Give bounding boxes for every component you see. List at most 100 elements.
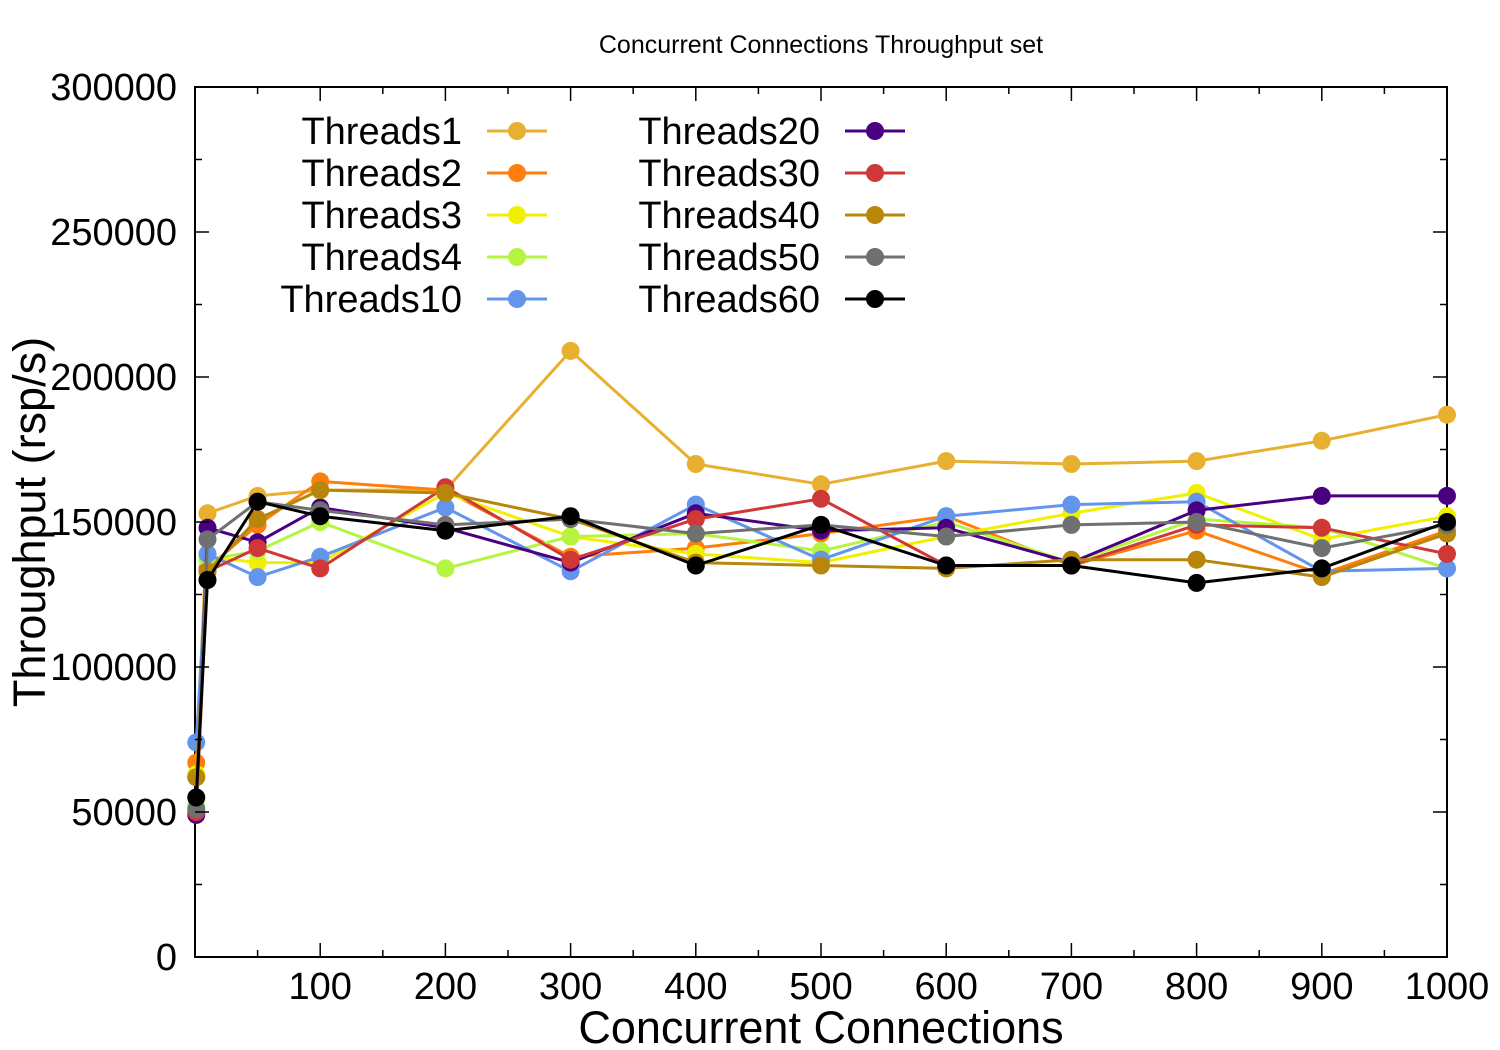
data-point-threads4 <box>561 527 580 546</box>
data-point-threads20 <box>1438 486 1456 505</box>
y-tick-label: 300000 <box>50 67 177 109</box>
series-threads60 <box>187 492 1456 807</box>
data-point-threads60 <box>311 507 330 526</box>
legend-swatch-marker <box>866 164 884 182</box>
x-tick-label: 500 <box>789 966 852 1008</box>
data-point-threads1 <box>812 475 830 494</box>
plot-area <box>187 86 1456 958</box>
legend-swatch-marker <box>508 248 526 266</box>
data-point-threads60 <box>937 556 956 575</box>
x-axis: 100 200 300 400 500 600 700 800 900 1000 <box>256 87 1490 1008</box>
x-tick-label: 300 <box>539 966 602 1008</box>
legend-label: Threads40 <box>638 195 820 237</box>
legend-label: Threads2 <box>301 153 462 195</box>
data-point-threads1 <box>561 341 580 360</box>
data-point-threads1 <box>937 452 956 471</box>
data-point-threads60 <box>1187 573 1206 592</box>
x-tick-label: 700 <box>1040 966 1103 1008</box>
data-point-threads1 <box>1312 431 1331 450</box>
legend-item-threads50: Threads50 <box>638 237 905 279</box>
data-point-threads60 <box>436 521 455 540</box>
legend-label: Threads10 <box>280 279 462 321</box>
data-point-threads10 <box>248 568 267 587</box>
x-tick-label: 1000 <box>1405 966 1490 1008</box>
data-point-threads40 <box>248 510 267 529</box>
data-point-threads30 <box>1438 544 1456 563</box>
data-point-threads30 <box>311 559 330 578</box>
legend-label: Threads3 <box>301 195 462 237</box>
data-point-threads60 <box>686 556 705 575</box>
legend-label: Threads20 <box>638 111 820 153</box>
legend-label: Threads30 <box>638 153 820 195</box>
y-tick-label: 100000 <box>50 647 177 689</box>
data-point-threads50 <box>937 527 956 546</box>
data-point-threads1 <box>686 455 705 473</box>
x-tick-label: 900 <box>1290 966 1353 1008</box>
legend-swatch-marker <box>866 248 884 266</box>
data-point-threads60 <box>187 788 206 807</box>
x-tick-label: 400 <box>664 966 727 1008</box>
data-point-threads30 <box>248 539 267 558</box>
data-point-threads60 <box>1062 556 1081 575</box>
data-point-threads30 <box>561 550 580 569</box>
y-tick-label: 50000 <box>71 792 177 834</box>
y-tick-label: 0 <box>156 937 177 979</box>
legend-item-threads60: Threads60 <box>638 279 905 321</box>
data-point-threads10 <box>436 498 455 517</box>
legend-swatch-marker <box>866 122 884 140</box>
legend-item-threads2: Threads2 <box>301 153 547 195</box>
y-axis-label: Throughput (rsp/s) <box>4 337 55 707</box>
legend-swatch-marker <box>508 290 526 308</box>
legend-item-threads30: Threads30 <box>638 153 905 195</box>
series-threads1 <box>187 341 1456 787</box>
legend-item-threads3: Threads3 <box>301 195 547 237</box>
data-point-threads10 <box>1438 559 1456 578</box>
legend-swatch-marker <box>508 122 526 140</box>
data-point-threads50 <box>686 524 705 543</box>
data-point-threads60 <box>1312 559 1331 578</box>
data-point-threads60 <box>198 571 217 589</box>
data-point-threads10 <box>1062 495 1081 514</box>
x-tick-label: 200 <box>414 966 477 1008</box>
data-point-threads60 <box>248 492 267 511</box>
legend-item-threads10: Threads10 <box>280 279 547 321</box>
data-point-threads30 <box>1312 518 1331 537</box>
data-point-threads60 <box>812 515 830 534</box>
legend-label: Threads4 <box>301 237 462 279</box>
data-point-threads1 <box>1187 452 1206 471</box>
data-point-threads50 <box>1312 539 1331 558</box>
data-point-threads1 <box>198 504 217 523</box>
data-point-threads50 <box>1062 515 1081 534</box>
data-point-threads20 <box>1312 486 1331 505</box>
x-tick-label: 600 <box>914 966 977 1008</box>
y-tick-label: 250000 <box>50 212 177 254</box>
legend-item-threads40: Threads40 <box>638 195 905 237</box>
data-point-threads40 <box>436 484 455 502</box>
legend-swatch-marker <box>508 206 526 224</box>
y-tick-label: 200000 <box>50 357 177 399</box>
data-point-threads50 <box>1187 513 1206 531</box>
data-point-threads40 <box>311 481 330 500</box>
legend-swatch-marker <box>508 164 526 182</box>
legend-item-threads1: Threads1 <box>301 111 547 153</box>
legend-label: Threads50 <box>638 237 820 279</box>
y-tick-label: 150000 <box>50 502 177 544</box>
chart-title: Concurrent Connections Throughput set <box>599 31 1043 59</box>
data-point-threads40 <box>1187 550 1206 569</box>
x-tick-label: 800 <box>1165 966 1228 1008</box>
y-axis: 0 50000 100000 150000 200000 250000 300000 <box>50 67 1447 979</box>
legend-item-threads4: Threads4 <box>301 237 547 279</box>
data-point-threads30 <box>812 489 830 508</box>
legend: Threads1Threads2Threads3Threads4Threads1… <box>280 111 905 321</box>
data-point-threads30 <box>686 510 705 529</box>
legend-label: Threads1 <box>301 111 462 153</box>
data-point-threads40 <box>812 556 830 575</box>
data-point-threads10 <box>187 733 206 752</box>
x-axis-label: Concurrent Connections <box>578 1002 1063 1050</box>
data-point-threads60 <box>561 507 580 526</box>
x-tick-label: 100 <box>288 966 351 1008</box>
legend-swatch-marker <box>866 290 884 308</box>
data-point-threads4 <box>436 559 455 578</box>
data-point-threads1 <box>1438 405 1456 424</box>
